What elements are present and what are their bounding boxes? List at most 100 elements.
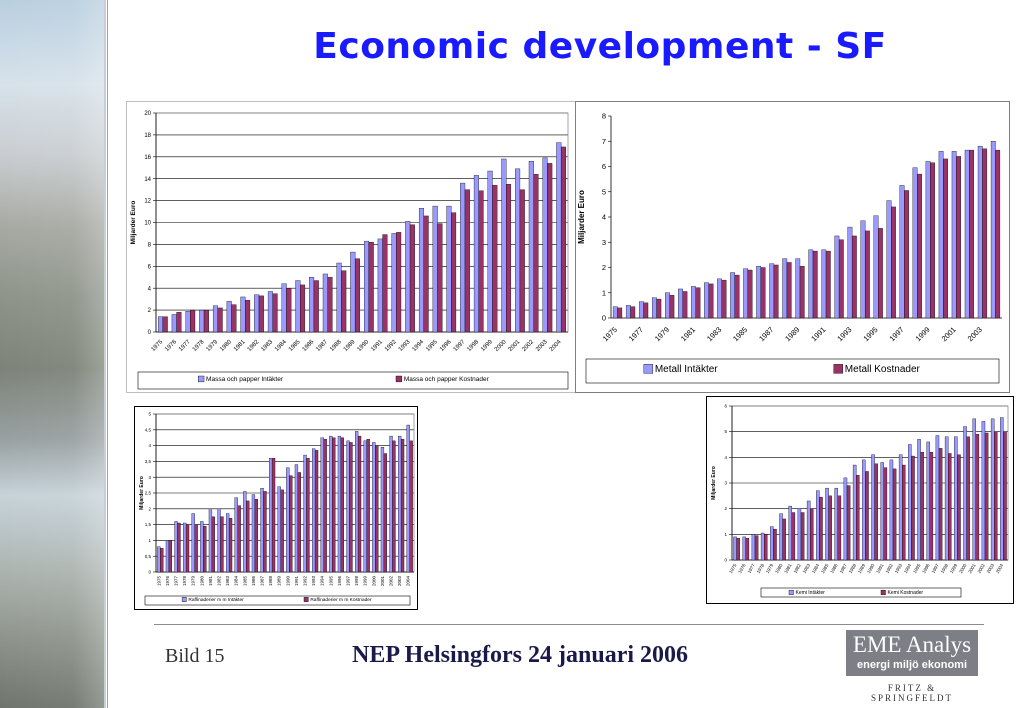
raffinaderier-bar-a [277, 486, 281, 573]
kemi-bar-a [935, 435, 940, 561]
raffinaderier-bar-a [251, 494, 256, 573]
metall-bar-b [682, 291, 688, 319]
massa-bar-b [286, 288, 292, 333]
kemi-legend-label: Kemi Intäkter [796, 590, 826, 596]
massa-bar-b [492, 185, 498, 333]
kemi-bar-a [944, 436, 949, 561]
massa-bar-a [267, 291, 273, 333]
massa-bar-a [158, 316, 164, 333]
raffinaderier-bar-b [203, 526, 207, 573]
raffinaderier-bar-b [271, 458, 276, 573]
raffinaderier-bar-a [165, 540, 170, 573]
kemi-xtick-label: 1999 [949, 563, 959, 575]
raffinaderier-ytick-label: 4,5 [145, 427, 152, 432]
kemi-bar-a [981, 421, 986, 561]
kemi-xtick-label: 1976 [737, 563, 747, 575]
raffinaderier-bar-a [226, 513, 230, 573]
kemi-bar-a [751, 534, 756, 561]
massa-bar-a [171, 314, 177, 333]
raffinaderier-bar-a [260, 488, 264, 573]
raffinaderier-xtick-label: 1993 [311, 576, 316, 587]
metall-bar-a [665, 292, 670, 319]
massa-bar-a [418, 208, 424, 333]
massa-ytick-label: 10 [144, 221, 151, 227]
massa-legend-label: Massa och papper Intäkter [206, 376, 284, 383]
massa-legend-box [137, 371, 569, 390]
logo-subtitle: FRITZ & SPRINGFELDT [870, 683, 953, 703]
metall-bar-a [704, 282, 709, 319]
kemi-xtick-label: 1996 [921, 563, 931, 575]
raffinaderier-bar-a [183, 522, 187, 573]
raffinaderier-legend-label: Raffinaderier m m Kostnader [310, 597, 372, 603]
massa-bar-a [322, 273, 328, 333]
raffinaderier-bar-a [380, 447, 385, 573]
kemi-xtick-label: 1994 [903, 563, 913, 575]
kemi-ytick-label: 0 [724, 558, 727, 563]
massa-bar-b [258, 295, 264, 333]
massa-bar-a [254, 294, 260, 333]
raffinaderier-bar-a [320, 437, 324, 573]
metall-legend-swatch [643, 364, 654, 374]
metall-legend-label: Metall Intäkter [655, 364, 718, 375]
metall-legend-box [585, 358, 1000, 384]
kemi-bar-b [846, 485, 851, 561]
kemi-bar-b [975, 434, 980, 561]
kemi-xtick-label: 1980 [774, 563, 784, 575]
kemi-bar-a [963, 426, 967, 561]
metall-bar-a [886, 200, 892, 319]
metall-bar-b [891, 206, 896, 319]
kemi-bar-b [966, 436, 970, 561]
massa-bar-a [240, 296, 246, 333]
slide-number: Bild 15 [165, 645, 225, 667]
raffinaderier-ytick-label: 3,5 [145, 459, 152, 464]
kemi-xtick-label: 1981 [783, 563, 793, 575]
raffinaderier-xtick-label: 2001 [380, 576, 385, 587]
raffinaderier-bar-b [349, 442, 353, 573]
kemi-legend-label: Kemi Kostnader [888, 590, 924, 596]
massa-bar-b [519, 189, 525, 333]
metall-frame [575, 101, 1010, 393]
metall-bar-b [904, 190, 909, 319]
metall-bar-b [617, 307, 623, 319]
metall-bar-b [656, 298, 662, 319]
metall-ytick-label: 3 [602, 238, 606, 247]
massa-bar-b [396, 232, 402, 333]
metall-bar-a [847, 226, 853, 319]
kemi-legend-box [760, 587, 962, 598]
massa-ytick-label: 20 [144, 111, 151, 117]
sidebar-stripe-1 [104, 0, 106, 708]
kemi-bar-b [911, 455, 915, 561]
metall-ylabel: Miljarder Euro [577, 190, 586, 244]
kemi-bar-a [889, 459, 894, 561]
kemi-bar-a [742, 536, 746, 561]
metall-bar-a [899, 185, 905, 319]
kemi-xtick-label: 1978 [756, 563, 766, 575]
metall-bar-b [995, 149, 1001, 319]
massa-bar-b [272, 293, 278, 333]
chart-massa: 0 2 4 6 8 10 12 14 16 18 20 Miljarder Euro 1975 1976 1… [126, 101, 576, 393]
kemi-xtick-label: 2002 [977, 563, 987, 575]
metall-ytick-label: 0 [602, 314, 606, 323]
footer-divider [154, 624, 984, 625]
raffinaderier-xtick-label: 1978 [182, 576, 187, 587]
raffinaderier-frame [134, 406, 418, 610]
massa-bar-a [515, 168, 521, 333]
kemi-bar-a [825, 487, 829, 561]
sidebar-stripe-2 [107, 0, 108, 708]
raffinaderier-bar-b [357, 435, 362, 573]
raffinaderier-bar-a [389, 435, 393, 573]
eme-logo: EME Analys energi miljö ekonomi [846, 630, 978, 676]
massa-bar-a [212, 305, 218, 333]
metall-bar-b [878, 228, 883, 319]
metall-bar-a [821, 249, 827, 319]
metall-bar-b [708, 283, 714, 319]
chart-raffinaderier-svg: 0 0,5 1 1,5 2 2,5 3 3,5 4 4,5 5 Miljarder Euro 1975 1… [134, 406, 418, 610]
kemi-xtick-label: 1995 [912, 563, 922, 575]
massa-bar-b [203, 309, 209, 333]
metall-bar-a [795, 258, 801, 319]
massa-bar-a [446, 205, 452, 333]
raffinaderier-xtick-label: 1988 [268, 576, 273, 587]
massa-bar-b [560, 146, 566, 333]
kemi-ytick-label: 2 [724, 506, 727, 511]
raffinaderier-bar-b [409, 440, 413, 573]
